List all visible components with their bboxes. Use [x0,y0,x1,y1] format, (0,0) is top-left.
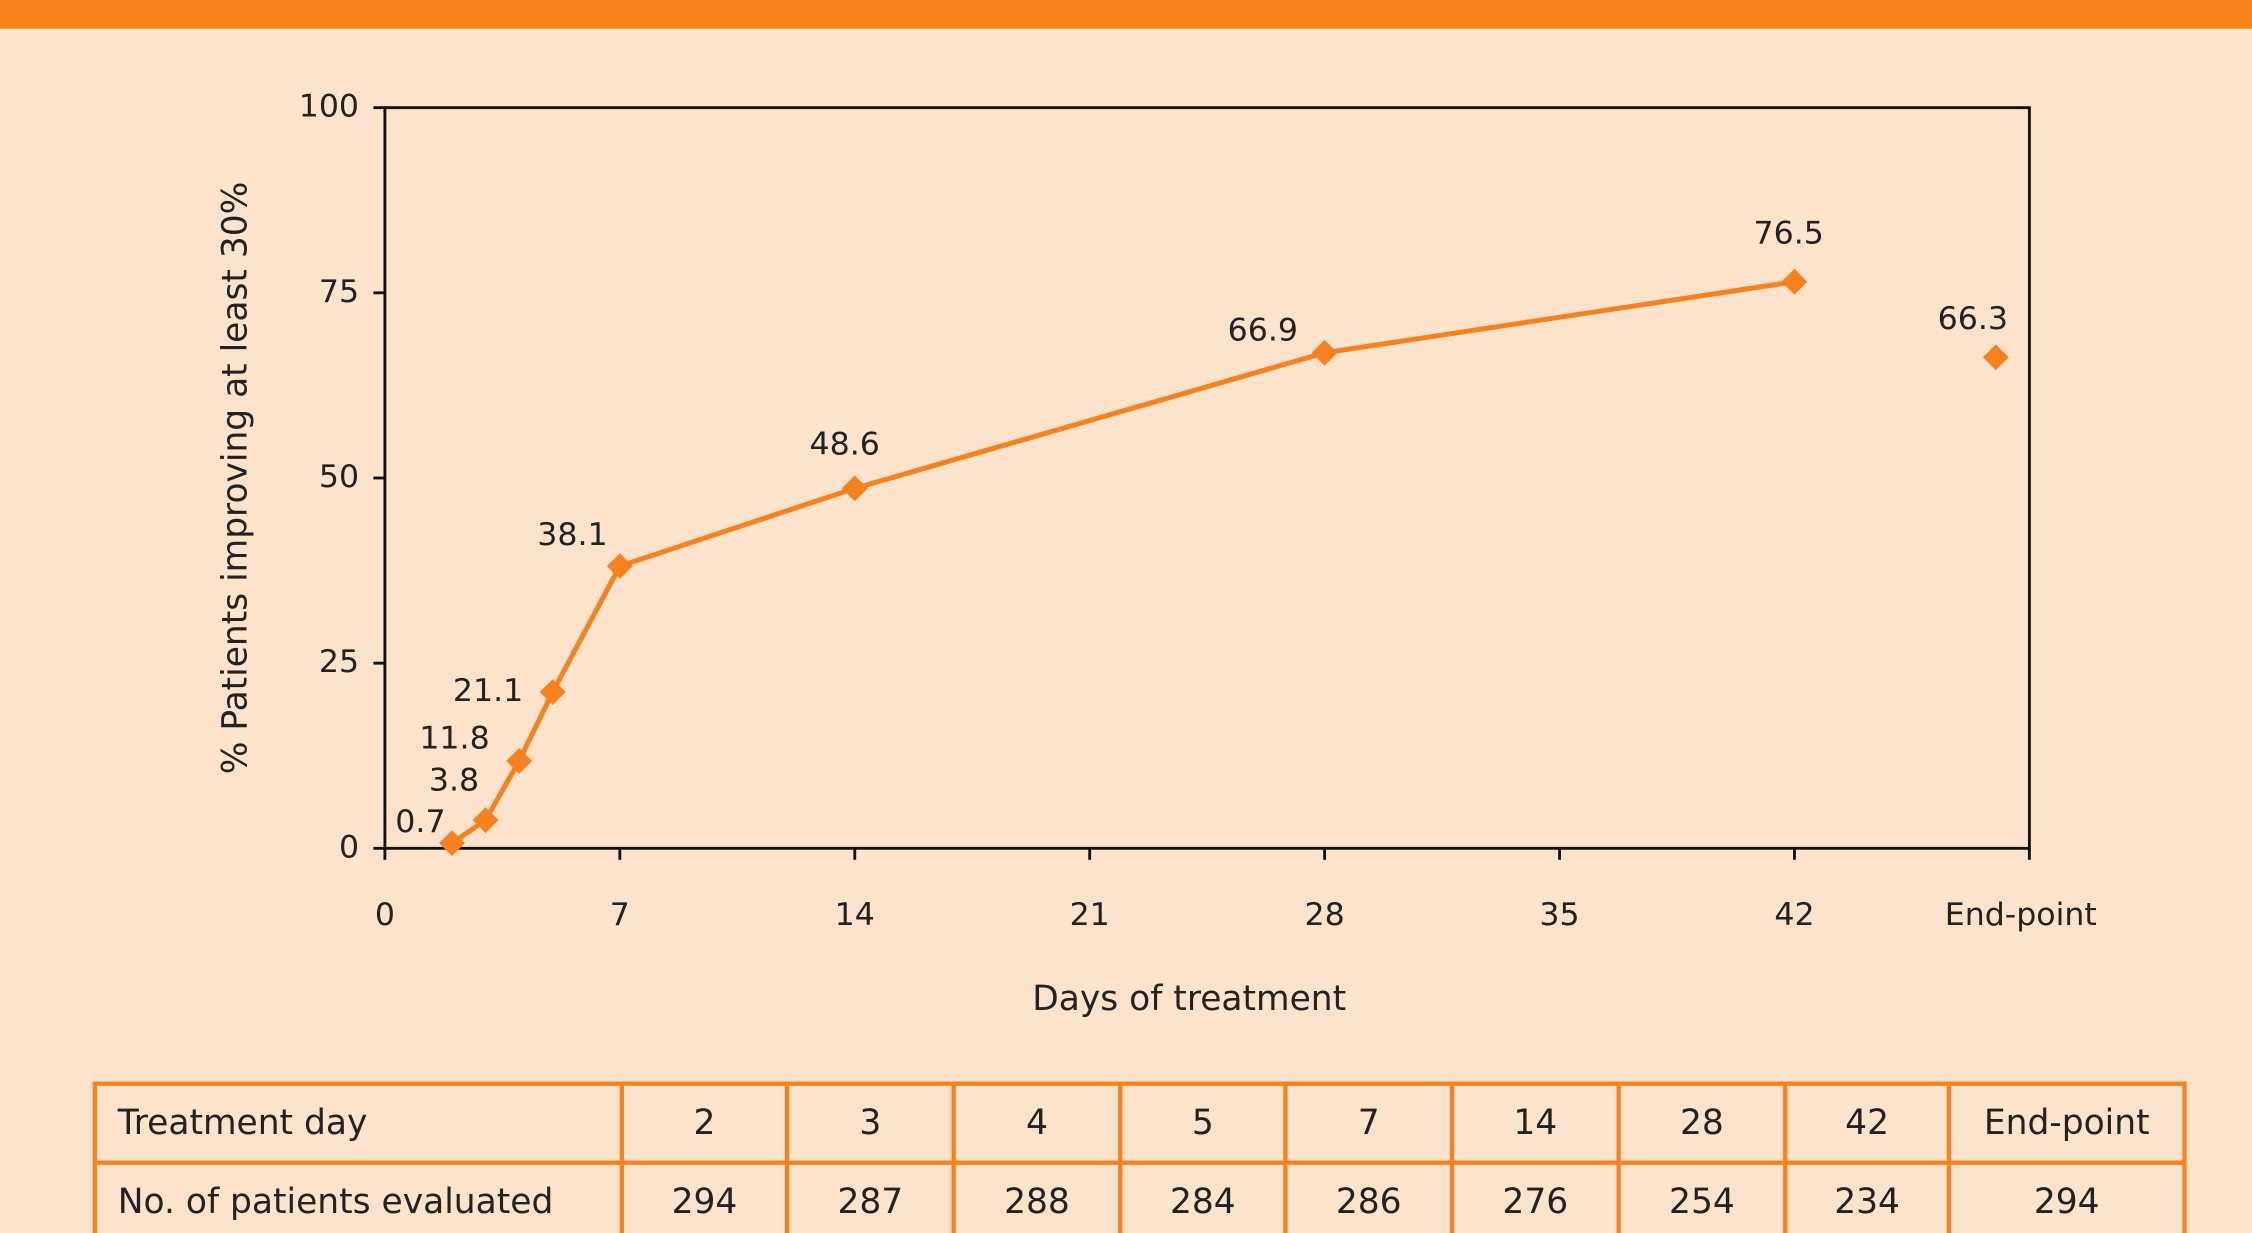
y-tick-label: 100 [299,89,359,125]
data-point [439,830,465,857]
table-cell: 294 [2034,1182,2100,1222]
y-tick-label: 0 [339,829,359,865]
table-cell: 287 [837,1182,903,1222]
table-cell: 14 [1513,1103,1557,1143]
data-line [450,279,1795,846]
data-label: 11.8 [419,720,489,756]
data-label: 66.3 [1938,301,2008,337]
data-label: 0.7 [395,804,445,840]
table-cell: 3 [859,1103,881,1143]
table-cell: 7 [1358,1103,1380,1143]
table-cell: 4 [1026,1103,1048,1143]
table-cell: 254 [1669,1182,1735,1222]
x-axis-title: Days of treatment [1032,979,1346,1019]
data-label: 48.6 [810,426,880,462]
data-point [1982,344,2009,371]
table-cell: 234 [1834,1182,1900,1222]
x-tick-label: End-point [1945,897,2097,933]
y-tick-label: 75 [319,274,359,310]
table-cell: No. of patients evaluated [118,1182,554,1222]
x-tick-label: 0 [375,897,395,933]
data-point [1311,339,1338,366]
table-cell: 5 [1192,1103,1214,1143]
data-point [472,807,499,834]
table-bg [92,1081,2187,1233]
x-tick-label: 7 [610,897,630,933]
table-cell: 284 [1170,1182,1236,1222]
table-cell: End-point [1984,1103,2150,1143]
table-cell: 288 [1004,1182,1070,1222]
data-point [506,747,533,774]
data-point [606,553,633,580]
table-cell: Treatment day [117,1103,368,1143]
x-tick-label: 35 [1539,897,1579,933]
y-tick-label: 50 [319,459,359,495]
data-label: 3.8 [429,762,479,798]
y-axis-title: % Patients improving at least 30% [215,182,255,775]
table-cell: 276 [1502,1182,1568,1222]
data-label: 21.1 [453,673,523,709]
table-cell: 42 [1845,1103,1889,1143]
y-tick-label: 25 [319,644,359,680]
table-cell: 294 [672,1182,738,1222]
x-tick-label: 42 [1774,897,1814,933]
data-point [841,475,868,502]
data-point [1781,268,1808,295]
data-label: 38.1 [537,517,607,553]
table-cell: 28 [1680,1103,1724,1143]
table-cell: 2 [694,1103,716,1143]
x-tick-label: 14 [835,897,875,933]
x-tick-label: 21 [1070,897,1110,933]
x-tick-label: 28 [1305,897,1345,933]
data-label: 66.9 [1228,312,1298,348]
table-cell: 286 [1336,1182,1402,1222]
top-bar [0,0,2252,29]
data-label: 76.5 [1754,215,1824,251]
